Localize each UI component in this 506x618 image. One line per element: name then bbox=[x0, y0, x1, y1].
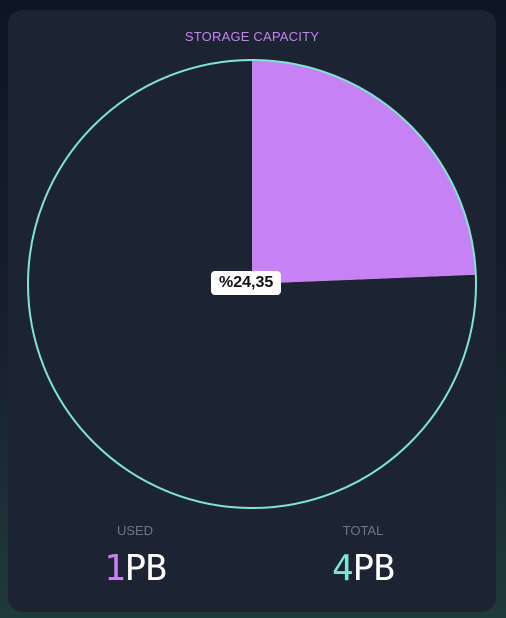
used-number: 1 bbox=[103, 548, 126, 589]
used-unit: PB bbox=[124, 548, 167, 589]
total-number: 4 bbox=[331, 548, 354, 589]
card-title: STORAGE CAPACITY bbox=[184, 29, 320, 44]
storage-capacity-card: STORAGE CAPACITY %24,35 USED 1PB TOTAL 4… bbox=[8, 10, 496, 612]
total-value: 4PB bbox=[293, 548, 433, 589]
used-value: 1PB bbox=[65, 548, 205, 589]
total-label: TOTAL bbox=[342, 523, 384, 538]
total-unit: PB bbox=[352, 548, 395, 589]
used-percent-label: %24,35 bbox=[211, 271, 282, 295]
pie-slice-used bbox=[252, 60, 476, 284]
used-stat: USED 1PB bbox=[65, 523, 205, 589]
pie-outline-ring bbox=[27, 59, 477, 509]
used-label: USED bbox=[116, 523, 154, 538]
total-stat: TOTAL 4PB bbox=[293, 523, 433, 589]
